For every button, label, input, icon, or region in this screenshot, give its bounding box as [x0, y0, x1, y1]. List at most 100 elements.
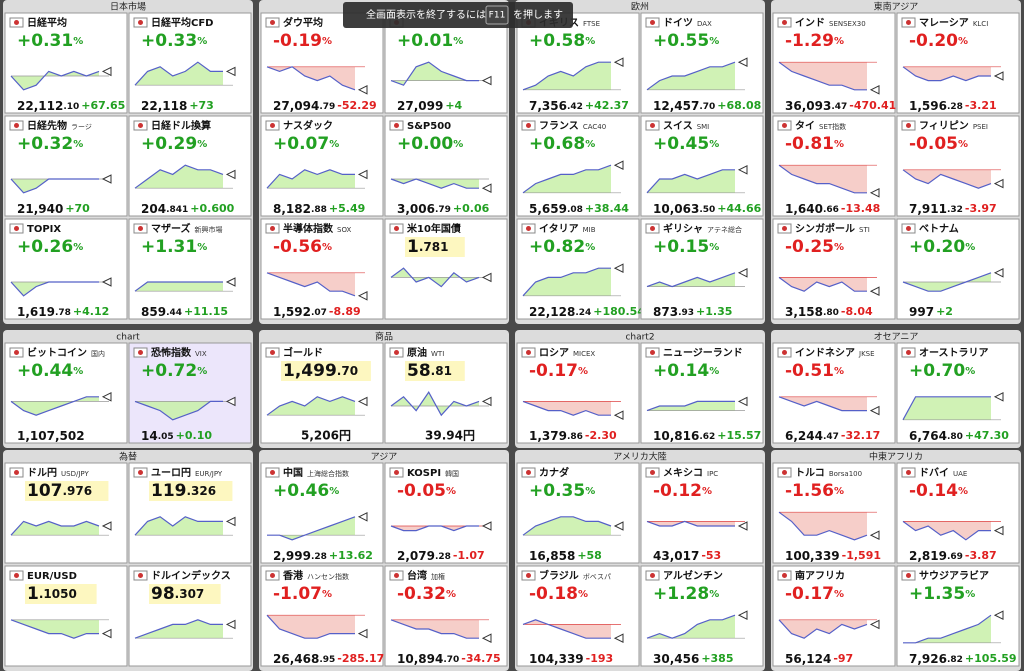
- change-value: -32.17: [841, 429, 880, 442]
- change-value: -52.29: [337, 99, 376, 112]
- flag-mark: [906, 470, 911, 475]
- group-title: 為替: [119, 451, 137, 463]
- tile-name: ロシア: [539, 347, 569, 359]
- tile: S&P500 +0.00% 3,006.79 +0.06: [384, 115, 508, 217]
- tile: ギリシャ アテネ総合 +0.15% 873.93 +1.35: [640, 218, 764, 320]
- price: 107.976: [27, 481, 92, 501]
- spark-area: [779, 396, 867, 411]
- spark-line: [390, 267, 480, 288]
- spark-area: [647, 615, 735, 639]
- flag-mark: [526, 123, 531, 128]
- tile-bg: [4, 462, 128, 564]
- tile-sub: STI: [859, 226, 870, 234]
- spark-area: [391, 619, 479, 639]
- spark-line: [134, 164, 224, 189]
- tile-name: 中国: [283, 466, 303, 479]
- tile: トルコ Borsa100 -1.56% 100,339 -1,591: [772, 462, 896, 564]
- tile-bg: [384, 115, 508, 217]
- tile-name: S&P500: [407, 121, 451, 132]
- spark-pointer: [357, 290, 368, 301]
- spark-line: [134, 281, 223, 292]
- key-box: [485, 5, 509, 25]
- spark-line: [10, 619, 99, 639]
- change-percent: +0.58%: [529, 31, 595, 51]
- spark-line: [10, 178, 99, 194]
- change-value: +385: [701, 652, 733, 665]
- tile-name: スイス: [663, 120, 693, 132]
- spark-line: [390, 619, 479, 639]
- change-percent: -0.20%: [909, 31, 968, 51]
- tile: フィリピン PSEI -0.05% 7,911.32 -3.97: [896, 115, 1020, 217]
- spark-line: [390, 178, 479, 189]
- tile: ドルインデックス 98.307: [128, 565, 252, 667]
- spark-pointer: [225, 169, 236, 180]
- tile-sub: 韓国: [445, 469, 459, 478]
- spark-pointer: [225, 619, 236, 630]
- spark-area: [11, 619, 99, 639]
- price: 1,592.07: [273, 305, 327, 319]
- tile: 日経平均CFD +0.33% 22,118 +73: [128, 12, 252, 114]
- flag-mark: [782, 20, 787, 25]
- change-percent: -1.56%: [785, 481, 844, 501]
- tile-name: ドル円: [27, 467, 57, 479]
- price: 27,094.79: [273, 99, 335, 113]
- flag-mark: [526, 470, 531, 475]
- price-highlight: [281, 361, 371, 381]
- spark-line: [522, 400, 611, 416]
- change-percent: -0.14%: [909, 481, 968, 501]
- change-percent: +0.20%: [909, 237, 975, 257]
- spark-area: [779, 619, 867, 639]
- tile: ダウ平均 -0.19% 27,094.79 -52.29: [260, 12, 384, 114]
- tile-name: ユーロ円: [151, 467, 191, 479]
- flag-mark: [650, 226, 655, 231]
- spark-area: [647, 401, 735, 411]
- price: 1,640.66: [785, 202, 839, 216]
- notice-text: を押します: [513, 8, 563, 21]
- tile-bg: [640, 218, 764, 320]
- change-value: +38.44: [585, 202, 629, 215]
- price: 7,911.32: [909, 202, 963, 216]
- spark-line: [902, 520, 991, 541]
- notice-bg: [343, 2, 573, 28]
- tile-bg: [640, 342, 764, 444]
- change-percent: -0.05%: [397, 481, 456, 501]
- spark-pointer: [101, 628, 112, 639]
- flag-mark: [138, 350, 143, 355]
- tile: オーストラリア +0.70% 6,764.80 +47.30: [896, 342, 1020, 444]
- tile-bg: [128, 462, 252, 564]
- price: 8,182.88: [273, 202, 327, 216]
- change-value: +70: [65, 202, 90, 215]
- tile-name: 日経ドル換算: [151, 119, 211, 132]
- flag-mark: [782, 226, 787, 231]
- price: 10,816.62: [653, 429, 715, 443]
- flag-mark: [650, 20, 655, 25]
- tile-name: KOSPI: [407, 468, 441, 479]
- spark-pointer: [613, 633, 624, 644]
- tile-sub: 加権: [431, 572, 445, 581]
- spark-line: [134, 400, 223, 421]
- group-title: 欧州: [631, 1, 649, 13]
- change-percent: +0.44%: [17, 361, 83, 381]
- spark-pointer: [993, 391, 1004, 402]
- tile: TOPIX +0.26% 1,619.78 +4.12: [4, 218, 128, 320]
- change-percent: +0.14%: [653, 361, 719, 381]
- spark-area: [135, 619, 223, 639]
- flag-mark: [394, 573, 399, 578]
- tile-sub: 上海総合指数: [307, 469, 349, 478]
- flag-mark: [14, 573, 19, 578]
- spark-pointer: [481, 272, 492, 283]
- tile-bg: [128, 12, 252, 114]
- price: 104,339: [529, 652, 584, 666]
- price: 119.326: [151, 481, 216, 501]
- change-percent: -0.51%: [785, 361, 844, 381]
- price: 22,118: [141, 99, 187, 113]
- tile-bg: [516, 565, 640, 667]
- tile: メキシコ IPC -0.12% 43,017 -53: [640, 462, 764, 564]
- spark-pointer: [481, 75, 492, 86]
- tile-name: ナスダック: [283, 119, 333, 132]
- tile: 日経ドル換算 +0.29% 204.841 +0.600: [128, 115, 252, 217]
- group-title: chart: [116, 333, 140, 343]
- spark-line: [266, 272, 356, 297]
- tile-name: 半導体指数: [283, 222, 334, 235]
- group-title: アジア: [371, 453, 398, 463]
